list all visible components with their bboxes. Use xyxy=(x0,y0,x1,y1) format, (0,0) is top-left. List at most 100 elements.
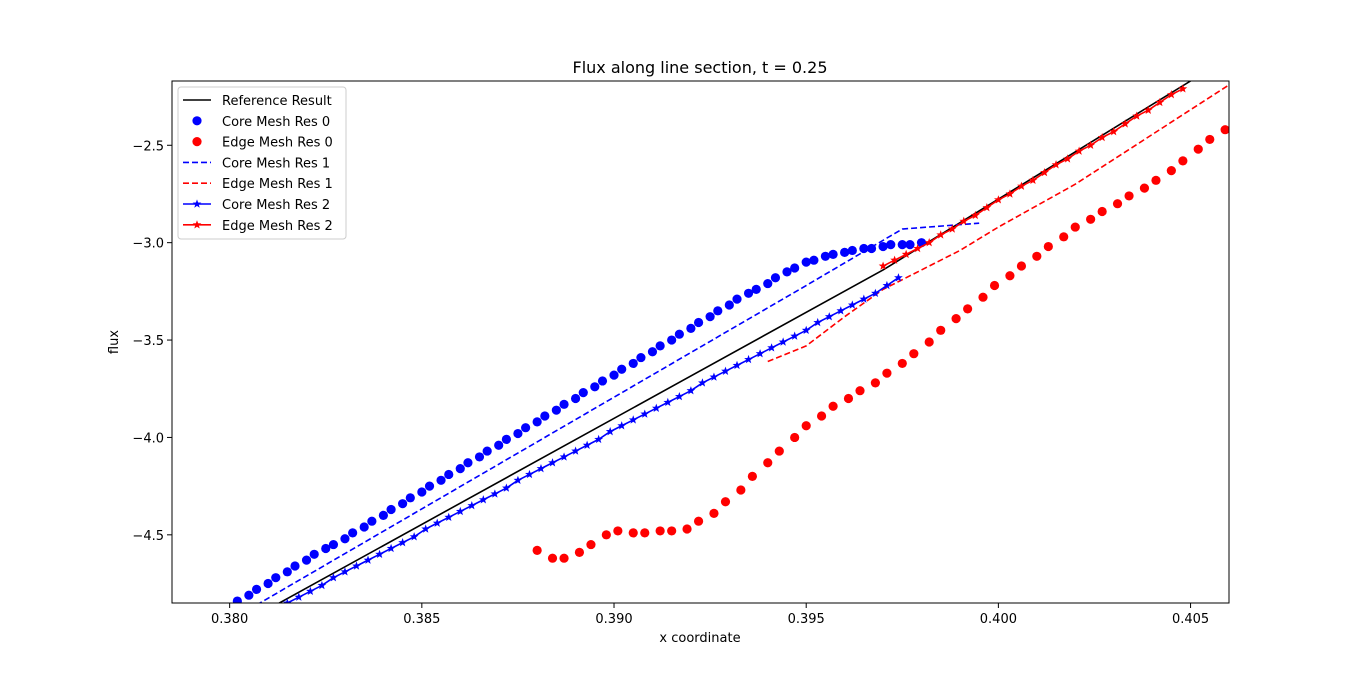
plot-frame xyxy=(171,80,1230,604)
data-point xyxy=(1074,146,1084,155)
data-point xyxy=(582,440,592,449)
legend-entry-core-mesh-res-0: Core Mesh Res 0 xyxy=(192,115,330,130)
data-point xyxy=(1070,222,1080,232)
data-point xyxy=(578,388,588,398)
data-point xyxy=(367,516,377,526)
data-point xyxy=(617,364,627,374)
data-point xyxy=(1124,191,1134,201)
data-point xyxy=(421,524,431,533)
data-point xyxy=(801,325,811,335)
data-point xyxy=(436,475,446,485)
series-edge-mesh-res-0 xyxy=(532,125,1229,563)
y-tick-label: −3.5 xyxy=(132,334,164,349)
data-point xyxy=(467,501,477,510)
data-point xyxy=(882,280,892,290)
data-point xyxy=(1139,183,1150,193)
data-point xyxy=(978,292,988,302)
data-point xyxy=(1086,140,1095,149)
data-point xyxy=(674,391,684,401)
data-point xyxy=(713,306,723,316)
data-point xyxy=(667,526,677,536)
data-point xyxy=(1032,251,1042,261)
data-point xyxy=(1086,214,1096,224)
data-point xyxy=(294,592,304,601)
data-point xyxy=(540,411,550,421)
data-point xyxy=(1178,84,1188,93)
data-point xyxy=(532,545,542,556)
legend-entry-edge-mesh-res-0: Edge Mesh Res 0 xyxy=(192,136,333,151)
data-point xyxy=(536,464,546,473)
data-point xyxy=(386,543,396,553)
data-point xyxy=(770,273,781,283)
data-point xyxy=(359,522,369,532)
data-point xyxy=(847,245,857,256)
data-point xyxy=(982,203,992,212)
y-axis-label: flux xyxy=(107,330,122,354)
data-point xyxy=(586,539,596,550)
data-point xyxy=(1120,119,1130,128)
data-point xyxy=(444,469,454,480)
legend-label: Edge Mesh Res 0 xyxy=(222,136,333,151)
series-core-mesh-res-1 xyxy=(258,222,980,603)
x-tick-label: 0.405 xyxy=(1172,612,1209,627)
data-point xyxy=(398,538,407,547)
data-point xyxy=(897,240,907,250)
data-point xyxy=(490,489,500,498)
data-point xyxy=(936,230,946,239)
data-point xyxy=(417,487,427,497)
data-point xyxy=(1043,241,1053,252)
data-point xyxy=(444,512,454,522)
series-line xyxy=(767,84,1229,363)
data-point xyxy=(455,464,465,474)
data-point xyxy=(521,423,531,433)
data-point xyxy=(709,508,719,519)
data-point xyxy=(951,314,961,324)
data-point xyxy=(994,195,1003,204)
data-point xyxy=(809,255,819,265)
data-point xyxy=(724,300,734,310)
series-edge-mesh-res-2 xyxy=(878,84,1188,270)
data-point xyxy=(547,553,558,563)
legend-label: Edge Mesh Res 2 xyxy=(222,219,333,234)
y-tick-label: −3.0 xyxy=(132,237,164,252)
data-point xyxy=(1051,160,1061,169)
data-point xyxy=(743,288,754,298)
x-tick-label: 0.380 xyxy=(211,612,248,627)
data-point xyxy=(636,352,646,363)
data-point xyxy=(1005,189,1015,198)
data-point xyxy=(870,378,880,388)
data-point xyxy=(1017,181,1026,190)
data-point xyxy=(709,372,719,381)
data-point xyxy=(782,267,792,277)
legend-entry-core-mesh-res-1: Core Mesh Res 1 xyxy=(183,156,330,171)
data-point xyxy=(317,580,327,590)
data-point xyxy=(306,586,315,596)
data-point xyxy=(352,561,361,570)
data-point xyxy=(271,573,281,583)
data-point xyxy=(655,341,665,351)
chart-title: Flux along line section, t = 0.25 xyxy=(573,58,828,77)
data-point xyxy=(378,510,388,520)
legend-box xyxy=(177,86,347,240)
legend-marker xyxy=(192,199,202,208)
data-point xyxy=(628,415,638,424)
data-point xyxy=(767,343,776,352)
legend-label: Reference Result xyxy=(222,94,332,109)
data-point xyxy=(924,238,934,247)
data-point xyxy=(597,376,608,386)
data-point xyxy=(790,263,800,273)
data-point xyxy=(763,458,773,468)
y-tick-label: −2.5 xyxy=(132,139,164,154)
data-point xyxy=(1166,90,1176,99)
data-point xyxy=(801,421,811,431)
legend-marker xyxy=(192,220,202,229)
data-point xyxy=(963,304,973,314)
data-point xyxy=(909,349,919,359)
data-point xyxy=(282,598,292,603)
data-point xyxy=(513,428,523,439)
data-point xyxy=(502,483,511,492)
data-point xyxy=(751,284,761,295)
data-point xyxy=(605,427,615,436)
y-tick-label: −4.0 xyxy=(132,431,164,446)
